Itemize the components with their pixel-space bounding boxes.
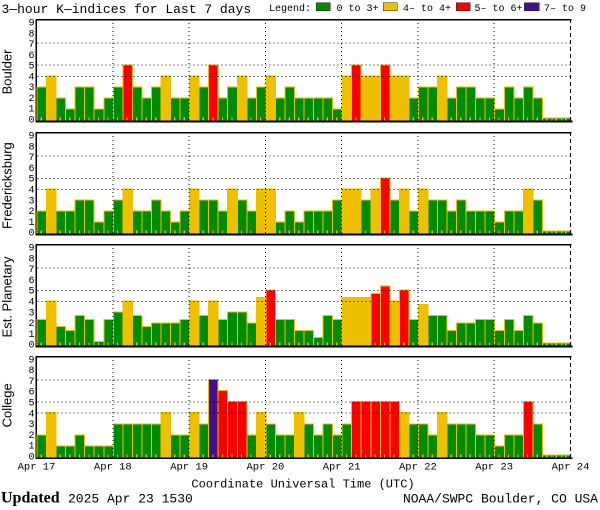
svg-text:8: 8: [28, 142, 34, 153]
svg-text:7: 7: [28, 40, 34, 51]
svg-text:Fredericksburg: Fredericksburg: [0, 142, 15, 229]
svg-text:2: 2: [28, 431, 34, 442]
svg-text:2: 2: [28, 207, 34, 218]
svg-text:6: 6: [28, 276, 34, 287]
svg-text:4: 4: [28, 186, 34, 197]
svg-text:4: 4: [28, 409, 34, 420]
svg-text:1: 1: [28, 218, 34, 229]
svg-text:Updated: Updated: [1, 490, 60, 507]
svg-text:4: 4: [28, 72, 34, 83]
svg-text:2: 2: [28, 319, 34, 330]
svg-text:Apr 22: Apr 22: [399, 462, 437, 474]
svg-text:3: 3: [28, 420, 34, 431]
svg-text:Est. Planetary: Est. Planetary: [0, 256, 15, 337]
svg-text:6: 6: [28, 51, 34, 62]
svg-text:Apr 19: Apr 19: [170, 462, 208, 474]
svg-text:0 to 3+: 0 to 3+: [337, 4, 379, 15]
svg-text:2: 2: [28, 94, 34, 105]
svg-text:Apr 20: Apr 20: [246, 462, 284, 474]
svg-text:College: College: [0, 383, 15, 427]
svg-text:Apr 24: Apr 24: [552, 462, 590, 474]
svg-text:3: 3: [28, 196, 34, 207]
svg-text:Apr 18: Apr 18: [94, 462, 132, 474]
svg-text:4: 4: [28, 298, 34, 309]
svg-text:Coordinate Universal Time (UTC: Coordinate Universal Time (UTC): [191, 478, 414, 492]
svg-text:9: 9: [28, 355, 34, 366]
svg-text:7: 7: [28, 153, 34, 164]
svg-text:1: 1: [28, 330, 34, 341]
svg-text:3—hour K—indices for Last 7 da: 3—hour K—indices for Last 7 days: [2, 2, 252, 17]
svg-text:6: 6: [28, 164, 34, 175]
svg-text:Apr 17: Apr 17: [18, 462, 56, 474]
svg-text:2025 Apr 23 1530: 2025 Apr 23 1530: [68, 492, 193, 507]
svg-text:8: 8: [28, 254, 34, 265]
svg-text:5– to 6+: 5– to 6+: [475, 4, 523, 15]
svg-text:Apr 23: Apr 23: [475, 462, 513, 474]
svg-text:1: 1: [28, 442, 34, 453]
svg-text:5: 5: [28, 62, 34, 73]
svg-text:6: 6: [28, 388, 34, 399]
svg-text:3: 3: [28, 83, 34, 94]
svg-text:3: 3: [28, 308, 34, 319]
svg-text:0: 0: [28, 116, 34, 127]
svg-text:8: 8: [28, 29, 34, 40]
svg-text:5: 5: [28, 287, 34, 298]
svg-text:7: 7: [28, 377, 34, 388]
svg-text:9: 9: [28, 19, 34, 30]
svg-text:0: 0: [28, 452, 34, 463]
svg-text:Legend:: Legend:: [269, 3, 311, 15]
svg-text:5: 5: [28, 399, 34, 410]
svg-text:0: 0: [28, 229, 34, 240]
svg-text:0: 0: [28, 341, 34, 352]
svg-text:9: 9: [28, 244, 34, 255]
svg-text:9: 9: [28, 132, 34, 143]
svg-text:5: 5: [28, 175, 34, 186]
svg-text:1: 1: [28, 105, 34, 116]
svg-text:8: 8: [28, 366, 34, 377]
svg-text:Apr 21: Apr 21: [323, 462, 361, 474]
svg-text:7: 7: [28, 265, 34, 276]
svg-text:Boulder: Boulder: [0, 49, 15, 94]
svg-text:NOAA/SWPC Boulder, CO USA: NOAA/SWPC Boulder, CO USA: [403, 492, 598, 507]
svg-text:4– to 4+: 4– to 4+: [403, 4, 451, 15]
svg-text:7– to 9: 7– to 9: [544, 4, 586, 15]
